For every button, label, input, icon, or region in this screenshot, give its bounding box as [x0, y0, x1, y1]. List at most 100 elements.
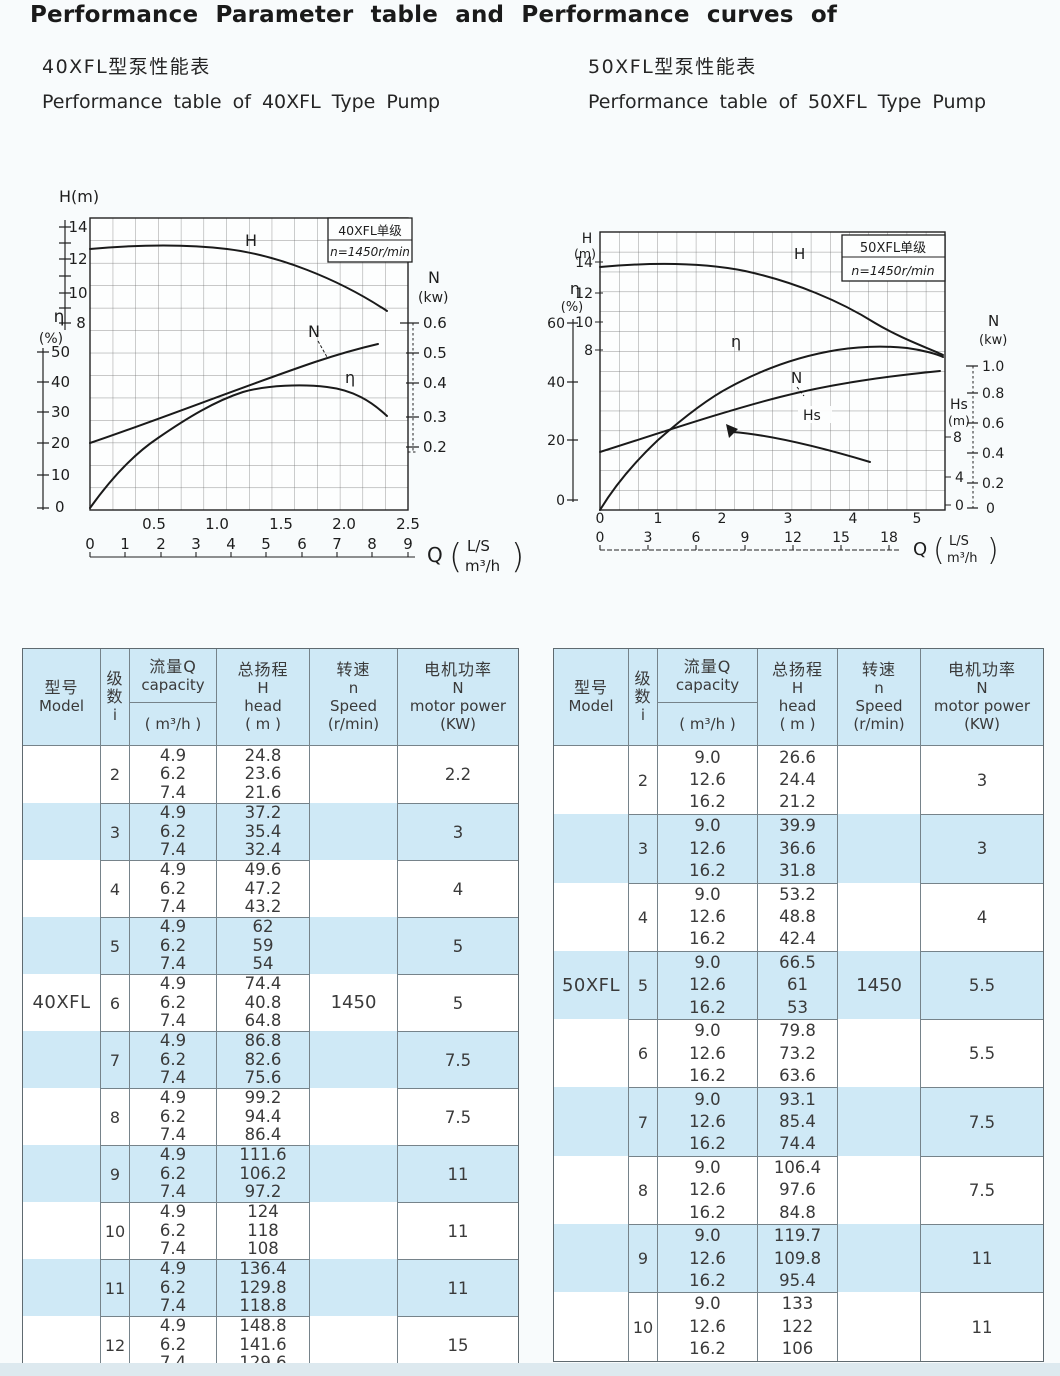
cell-model — [23, 1145, 101, 1202]
cell-power: 5 — [398, 974, 518, 1031]
cell-speed — [310, 1316, 398, 1373]
cell-power: 7.5 — [398, 1088, 518, 1145]
svg-text:4: 4 — [955, 470, 964, 486]
chart-title: 50XFL单级 — [860, 241, 926, 256]
svg-text:(kw): (kw) — [979, 333, 1007, 348]
cell-capacity: 9.0 12.6 16.2 — [658, 814, 758, 883]
svg-text:m³/h: m³/h — [947, 551, 978, 566]
cell-speed — [838, 746, 921, 815]
h-axis: H(m) 14 12 10 8 — [59, 187, 99, 332]
cell-speed — [310, 746, 398, 803]
svg-text:0.2: 0.2 — [423, 438, 447, 456]
svg-text:10: 10 — [575, 315, 593, 331]
svg-text:14: 14 — [575, 255, 593, 271]
cell-head: 136.4 129.8 118.8 — [217, 1259, 310, 1316]
chart-title: 40XFL单级 — [338, 223, 402, 238]
cell-model — [23, 746, 101, 803]
cell-head: 37.2 35.4 32.4 — [217, 803, 310, 860]
chart-legend-box: 50XFL单级 n=1450r/min — [841, 234, 946, 282]
cell-stages: 12 — [101, 1316, 130, 1373]
svg-text:5: 5 — [913, 511, 922, 527]
x-axis: 0 1 2 3 4 5 0 3 6 9 12 15 18 Q ( L/S m³/… — [596, 511, 999, 568]
cell-speed — [838, 1155, 921, 1225]
chart-speed-note: n=1450r/min — [851, 263, 934, 278]
n-axis-title: N — [428, 268, 440, 287]
cell-power: 3 — [976, 770, 988, 790]
cell-speed — [310, 860, 398, 917]
cell-stages: 9 — [101, 1145, 130, 1202]
curve-label-H: H — [794, 245, 805, 263]
cell-stages: 10 — [629, 1292, 658, 1361]
cell-speed — [310, 1145, 398, 1202]
table-row-group: 3 9.0 12.6 16.2 39.9 36.6 31.8 3 — [554, 814, 1043, 883]
cell-stages: 10 — [101, 1202, 130, 1259]
hs-axis-title: Hs — [950, 397, 968, 413]
header-speed: 转速 n Speed (r/min) — [838, 649, 921, 745]
cell-stages: 5 — [629, 950, 658, 1020]
table-row-group: 9 4.9 6.2 7.4 111.6 106.2 97.2 11 — [23, 1145, 518, 1202]
svg-text:(%): (%) — [39, 331, 63, 347]
cell-model — [554, 1292, 629, 1361]
svg-text:0: 0 — [596, 530, 605, 546]
cell-model — [554, 1155, 629, 1225]
cell-speed — [838, 1292, 921, 1361]
table-row-group: 5 4.9 6.2 7.4 62 59 54 5 — [23, 917, 518, 974]
svg-text:0.6: 0.6 — [982, 416, 1004, 432]
cell-head: 93.1 85.4 74.4 — [758, 1087, 838, 1156]
svg-text:0: 0 — [55, 498, 65, 516]
cell-power: 3 — [921, 814, 1043, 882]
cell-speed — [838, 814, 921, 883]
cell-capacity: 9.0 12.6 16.2 — [658, 746, 758, 815]
eta-axis: η (%) 60 40 20 0 — [547, 279, 583, 509]
cell-model — [554, 1019, 629, 1088]
svg-text:0.5: 0.5 — [142, 515, 166, 533]
cell-stages: 6 — [101, 974, 130, 1031]
section-header-50xfl: 50XFL型泵性能表 Performance table of 50XFL Ty… — [588, 52, 986, 113]
eta-axis: η (%) 50 40 30 20 10 0 — [37, 307, 70, 516]
cell-capacity: 9.0 12.6 16.2 — [658, 1224, 758, 1293]
cell-power: 11 — [921, 1292, 1043, 1360]
svg-text:8: 8 — [76, 314, 86, 332]
curve-label-eta: η — [345, 368, 355, 387]
svg-text:L/S: L/S — [949, 534, 969, 549]
cell-power: 7.5 — [921, 1087, 1043, 1155]
cell-stages: 8 — [629, 1155, 658, 1225]
curve-N — [599, 370, 941, 453]
cell-capacity: 9.0 12.6 16.2 — [658, 1155, 758, 1225]
hs-arrowhead — [726, 424, 738, 438]
svg-text:(kw): (kw) — [418, 290, 448, 306]
header-speed: 转速 n Speed (r/min) — [310, 649, 398, 745]
header-model: 型号 Model — [23, 649, 101, 745]
cell-power: 4 — [921, 882, 1043, 951]
svg-text:): ) — [987, 533, 999, 568]
cell-model — [554, 1224, 629, 1293]
cell-speed — [838, 1224, 921, 1293]
cell-model — [23, 1316, 101, 1373]
cell-speed — [310, 917, 398, 974]
cell-head: 66.5 61 53 — [758, 950, 838, 1020]
cell-head: 86.8 82.6 75.6 — [217, 1031, 310, 1088]
eta-axis-title: η — [54, 307, 65, 327]
cell-head: 106.4 97.6 84.8 — [758, 1155, 838, 1225]
svg-text:6: 6 — [297, 535, 307, 553]
curves — [599, 262, 944, 511]
chart-50xfl-svg: H (m) 14 12 10 8 η (%) 60 40 20 0 Hs (m)… — [547, 231, 1007, 568]
cell-stages: 7 — [101, 1031, 130, 1088]
h-axis-title: H — [582, 231, 593, 247]
svg-text:0: 0 — [85, 535, 95, 553]
cell-head: 124 118 108 — [217, 1202, 310, 1259]
cell-power: 11 — [398, 1259, 518, 1316]
svg-text:14: 14 — [68, 218, 87, 236]
chart-40xfl-svg: H(m) 14 12 10 8 η (%) 50 40 30 20 10 0 N… — [37, 187, 524, 577]
svg-text:1.5: 1.5 — [269, 515, 293, 533]
performance-chart-50xfl: H (m) 14 12 10 8 η (%) 60 40 20 0 Hs (m)… — [545, 195, 1060, 594]
svg-text:50: 50 — [51, 343, 70, 361]
svg-text:0.8: 0.8 — [982, 386, 1004, 402]
svg-text:8: 8 — [953, 430, 962, 446]
svg-text:12: 12 — [575, 286, 593, 302]
